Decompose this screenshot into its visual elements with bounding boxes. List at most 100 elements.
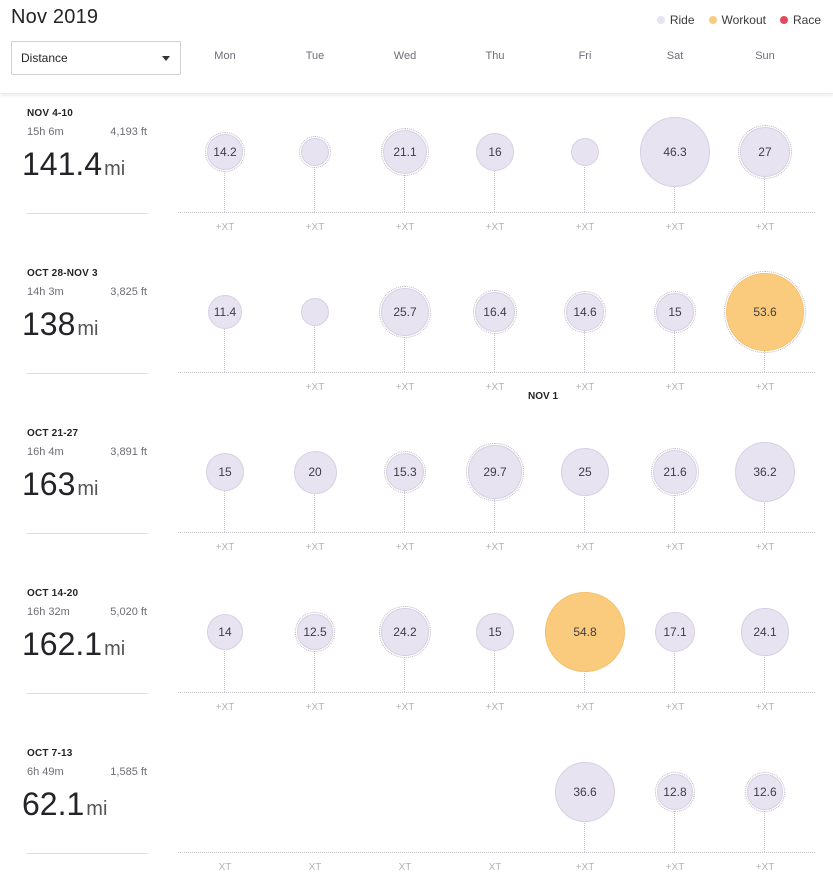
ride-bubble[interactable]: 14.2 (204, 131, 246, 173)
add-cross-training-link[interactable]: +XT (395, 542, 415, 553)
add-cross-training-link[interactable]: +XT (575, 862, 595, 873)
add-cross-training-link[interactable]: +XT (305, 222, 325, 233)
week-range: OCT 28-NOV 3 (27, 268, 98, 279)
add-cross-training-link[interactable]: XT (398, 862, 412, 873)
add-cross-training-link[interactable]: +XT (755, 222, 775, 233)
add-cross-training-link[interactable]: +XT (305, 702, 325, 713)
add-cross-training-link[interactable]: +XT (305, 382, 325, 393)
week-baseline (178, 532, 815, 533)
ride-bubble[interactable]: 15 (206, 453, 244, 491)
ride-bubble[interactable] (299, 136, 331, 168)
add-cross-training-link[interactable]: +XT (215, 542, 235, 553)
ride-bubble[interactable] (571, 138, 599, 166)
ride-bubble[interactable]: 11.4 (208, 295, 242, 329)
week-baseline (178, 692, 815, 693)
ride-bubble[interactable]: 46.3 (639, 116, 711, 188)
day-cell-wed: 24.2 +XT (375, 576, 435, 736)
day-cell-tue: 20 +XT (285, 416, 345, 576)
ride-bubble[interactable]: 12.5 (295, 612, 335, 652)
add-cross-training-link[interactable]: +XT (575, 542, 595, 553)
ride-bubble[interactable]: 12.8 (655, 772, 696, 813)
day-cell-tue: 12.5 +XT (285, 576, 345, 736)
ride-bubble[interactable]: 27 (737, 124, 793, 180)
workout-bubble[interactable]: 53.6 (723, 270, 807, 354)
day-cell-fri: 54.8 +XT (545, 576, 625, 736)
week-total-distance: 162.1 mi (22, 626, 125, 663)
ride-bubble[interactable]: 25.7 (378, 285, 432, 339)
ride-bubble[interactable]: 16.4 (473, 290, 517, 334)
add-cross-training-link[interactable]: +XT (215, 222, 235, 233)
ride-bubble[interactable]: 21.1 (380, 127, 430, 177)
activity-stem (674, 476, 675, 532)
week-range: OCT 21-27 (27, 428, 79, 439)
day-cell-mon: 14 +XT (195, 576, 255, 736)
add-cross-training-link[interactable]: XT (488, 862, 502, 873)
add-cross-training-link[interactable]: +XT (575, 702, 595, 713)
day-cell-fri: 14.6 +XT (555, 256, 615, 416)
bubble-distance-label: 14.2 (213, 144, 237, 159)
ride-bubble[interactable]: 17.1 (655, 612, 695, 652)
week-baseline (178, 852, 815, 853)
add-cross-training-link[interactable]: +XT (575, 382, 595, 393)
day-cell-tue: XT (285, 736, 345, 886)
add-cross-training-link[interactable]: +XT (575, 222, 595, 233)
workout-bubble[interactable]: 54.8 (545, 592, 625, 672)
bubble-distance-label: 27 (758, 144, 772, 159)
day-cell-wed: XT (375, 736, 435, 886)
ride-bubble[interactable]: 15.3 (383, 450, 427, 494)
ride-bubble[interactable]: 14 (206, 613, 244, 651)
day-header-fri: Fri (578, 50, 592, 62)
day-header-tue: Tue (305, 50, 325, 62)
week-distance-value: 138 (22, 306, 76, 342)
week-range: NOV 4-10 (27, 108, 74, 119)
add-cross-training-link[interactable]: +XT (395, 222, 415, 233)
ride-bubble[interactable]: 24.2 (379, 606, 432, 659)
ride-bubble[interactable]: 24.1 (741, 608, 789, 656)
add-cross-training-link[interactable]: +XT (485, 222, 505, 233)
ride-bubble[interactable]: 36.2 (735, 441, 795, 502)
ride-bubble[interactable]: 36.6 (554, 761, 616, 823)
ride-bubble[interactable]: 12.6 (745, 772, 785, 812)
add-cross-training-link[interactable]: +XT (665, 222, 685, 233)
ride-bubble[interactable] (301, 298, 329, 326)
bubble-distance-label: 25 (578, 465, 592, 479)
ride-bubble[interactable]: 25 (560, 447, 610, 497)
add-cross-training-link[interactable]: +XT (305, 542, 325, 553)
ride-bubble[interactable]: 21.6 (650, 447, 699, 496)
week-elevation: 3,891 ft (110, 446, 147, 458)
ride-bubble[interactable]: 14.6 (564, 291, 607, 334)
ride-bubble[interactable]: 29.7 (466, 443, 524, 501)
race-dot-icon (779, 16, 788, 24)
week-elevation: 5,020 ft (110, 606, 147, 618)
week-total-distance: 163 mi (22, 466, 99, 503)
day-cell-thu: 29.7 +XT (465, 416, 525, 576)
bubble-distance-label: 36.2 (753, 464, 777, 479)
add-cross-training-link[interactable]: +XT (755, 702, 775, 713)
ride-bubble[interactable]: 20 (293, 450, 337, 494)
add-cross-training-link[interactable]: +XT (665, 382, 685, 393)
add-cross-training-link[interactable]: +XT (665, 862, 685, 873)
add-cross-training-link[interactable]: XT (218, 862, 232, 873)
add-cross-training-link[interactable]: +XT (215, 702, 235, 713)
add-cross-training-link[interactable]: +XT (665, 542, 685, 553)
bubble-distance-label: 24.2 (393, 624, 417, 639)
ride-bubble[interactable]: 15 (476, 613, 514, 651)
bubble-distance-label: 12.5 (303, 625, 327, 639)
add-cross-training-link[interactable]: XT (308, 862, 322, 873)
metric-dropdown[interactable]: Distance (11, 41, 181, 75)
workout-dot-icon (708, 16, 717, 24)
ride-bubble[interactable]: 16 (475, 132, 515, 172)
add-cross-training-link[interactable]: +XT (485, 702, 505, 713)
bubble-distance-label: 12.6 (753, 784, 777, 799)
bubble-distance-label: 24.1 (753, 624, 777, 639)
add-cross-training-link[interactable]: +XT (395, 702, 415, 713)
add-cross-training-link[interactable]: +XT (755, 542, 775, 553)
ride-bubble[interactable]: 15 (654, 291, 696, 333)
add-cross-training-link[interactable]: +XT (755, 382, 775, 393)
add-cross-training-link[interactable]: +XT (665, 702, 685, 713)
add-cross-training-link[interactable]: +XT (485, 382, 505, 393)
add-cross-training-link[interactable]: +XT (485, 542, 505, 553)
bubble-distance-label: 21.6 (663, 464, 687, 479)
add-cross-training-link[interactable]: +XT (755, 862, 775, 873)
add-cross-training-link[interactable]: +XT (395, 382, 415, 393)
